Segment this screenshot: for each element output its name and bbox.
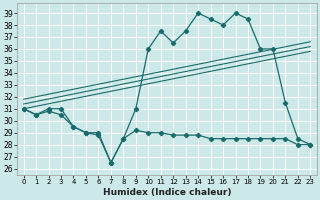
X-axis label: Humidex (Indice chaleur): Humidex (Indice chaleur) [103, 188, 231, 197]
